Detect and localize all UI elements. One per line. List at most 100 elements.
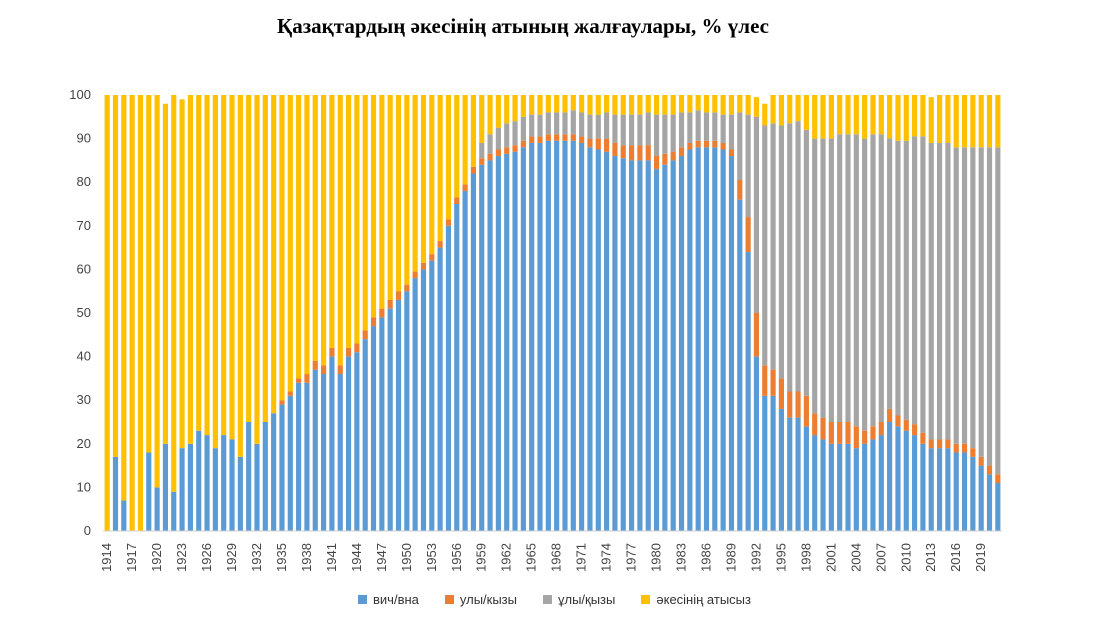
bar-segment-1996-s1 (787, 391, 793, 418)
bar-segment-1935-s3 (279, 95, 285, 401)
bar-segment-2011-s0 (912, 435, 918, 531)
bar-segment-2018-s2 (970, 147, 976, 449)
bar-segment-2014-s2 (936, 142, 943, 440)
bar-segment-2015-s3 (945, 95, 951, 143)
bar-segment-1951-s1 (412, 271, 418, 279)
bar-segment-2013-s3 (928, 97, 934, 143)
bar-segment-1941-s0 (329, 356, 335, 531)
bar-segment-1959-s3 (479, 95, 485, 143)
bar-segment-1966-s1 (537, 136, 543, 143)
bars (104, 95, 1001, 532)
x-tick-label: 1968 (549, 543, 564, 572)
bar-segment-2015-s1 (945, 439, 951, 449)
bar-segment-1989-s0 (728, 156, 735, 532)
bar-segment-1973-s3 (595, 95, 601, 115)
bar-segment-1914-s3 (104, 95, 110, 531)
bar-segment-1920-s0 (154, 487, 160, 531)
bar-segment-2021-s2 (995, 147, 1001, 475)
x-tick-label: 1965 (524, 543, 539, 572)
bar-segment-1979-s2 (645, 112, 651, 146)
bar-segment-2004-s1 (853, 426, 859, 449)
bar-segment-1997-s2 (795, 121, 801, 392)
bar-segment-1927-s0 (212, 448, 218, 531)
bar-segment-1965-s1 (529, 136, 535, 143)
bar-segment-1931-s3 (246, 95, 252, 422)
bar-segment-1966-s3 (537, 95, 543, 115)
bar-segment-1971-s2 (579, 112, 585, 137)
x-tick-label: 1962 (499, 543, 514, 572)
bar-segment-1970-s0 (570, 140, 576, 531)
bar-segment-1998-s0 (803, 426, 809, 531)
y-axis: 0 10 20 30 40 50 60 70 80 90 100 (69, 87, 91, 538)
bar-segment-2014-s3 (936, 95, 943, 143)
bar-segment-1938-s0 (304, 382, 310, 531)
bar-segment-1960-s3 (487, 95, 493, 135)
bar-segment-2009-s0 (895, 426, 901, 531)
bar-segment-1947-s3 (379, 95, 385, 309)
bar-segment-1943-s0 (345, 356, 352, 531)
legend-item-none: әкесінің атысыз (641, 592, 751, 607)
bar-segment-1934-s3 (271, 95, 277, 414)
bar-segment-1957-s0 (462, 190, 468, 532)
bar-segment-1996-s2 (787, 123, 793, 392)
bar-segment-1980-s3 (653, 95, 660, 115)
bar-segment-1919-s3 (146, 95, 152, 453)
bar-segment-1951-s0 (412, 278, 418, 531)
bar-segment-2005-s0 (862, 443, 868, 531)
bar-segment-1945-s3 (362, 95, 368, 331)
bar-segment-2008-s2 (887, 138, 893, 409)
bar-segment-1994-s3 (770, 95, 776, 124)
bar-segment-2008-s1 (887, 408, 893, 422)
bar-segment-1928-s0 (221, 435, 227, 531)
bar-segment-1947-s0 (379, 317, 385, 531)
bar-segment-1956-s1 (454, 197, 460, 204)
bar-segment-1921-s0 (162, 443, 169, 531)
bar-segment-2010-s1 (903, 419, 909, 431)
bar-segment-1983-s1 (678, 147, 685, 157)
bar-segment-1991-s0 (745, 251, 751, 531)
bar-segment-1962-s3 (504, 95, 510, 124)
x-tick-label: 1950 (399, 543, 414, 572)
bar-segment-1942-s3 (337, 95, 343, 366)
x-tick-label: 1944 (349, 543, 364, 572)
bar-segment-1991-s3 (745, 95, 751, 115)
bar-segment-1944-s3 (354, 95, 360, 344)
x-tick-label: 1941 (324, 543, 339, 572)
bar-segment-1950-s1 (404, 284, 410, 292)
bar-segment-1996-s0 (787, 417, 793, 531)
bar-segment-1933-s0 (262, 422, 268, 531)
bar-segment-1952-s0 (420, 269, 427, 531)
bar-segment-1949-s1 (395, 291, 402, 300)
bar-segment-1930-s0 (237, 456, 243, 531)
bar-segment-1926-s0 (204, 435, 210, 531)
bar-segment-1989-s3 (728, 95, 735, 115)
x-tick-label: 1926 (199, 543, 214, 572)
bar-segment-1916-s0 (121, 500, 127, 531)
bar-segment-1982-s0 (670, 160, 676, 531)
bar-segment-2012-s2 (920, 136, 926, 433)
x-tick-label: 2001 (823, 543, 838, 572)
bar-segment-1938-s3 (304, 95, 310, 375)
bar-segment-2007-s3 (878, 95, 884, 135)
bar-segment-1993-s3 (762, 103, 768, 126)
bar-segment-1956-s0 (454, 204, 460, 531)
bar-segment-1974-s3 (604, 95, 610, 113)
bar-segment-2016-s0 (953, 452, 959, 531)
bar-segment-1970-s1 (570, 134, 576, 141)
bar-segment-2020-s1 (986, 465, 993, 475)
bar-segment-2017-s3 (961, 95, 968, 148)
bar-segment-1915-s0 (112, 456, 119, 531)
bar-segment-2000-s2 (820, 138, 826, 418)
bar-segment-1997-s3 (795, 95, 801, 122)
y-tick-label: 90 (77, 131, 91, 146)
bar-segment-1981-s0 (662, 164, 668, 531)
bar-segment-2012-s0 (920, 443, 926, 531)
bar-segment-1964-s1 (520, 140, 526, 148)
bar-segment-1987-s2 (712, 112, 718, 141)
bar-segment-1966-s0 (537, 142, 543, 531)
bar-segment-1960-s1 (487, 153, 493, 161)
bar-segment-1985-s1 (695, 140, 701, 148)
bar-segment-1993-s2 (762, 125, 768, 366)
bar-segment-1955-s1 (445, 219, 452, 226)
x-tick-label: 1953 (424, 543, 439, 572)
